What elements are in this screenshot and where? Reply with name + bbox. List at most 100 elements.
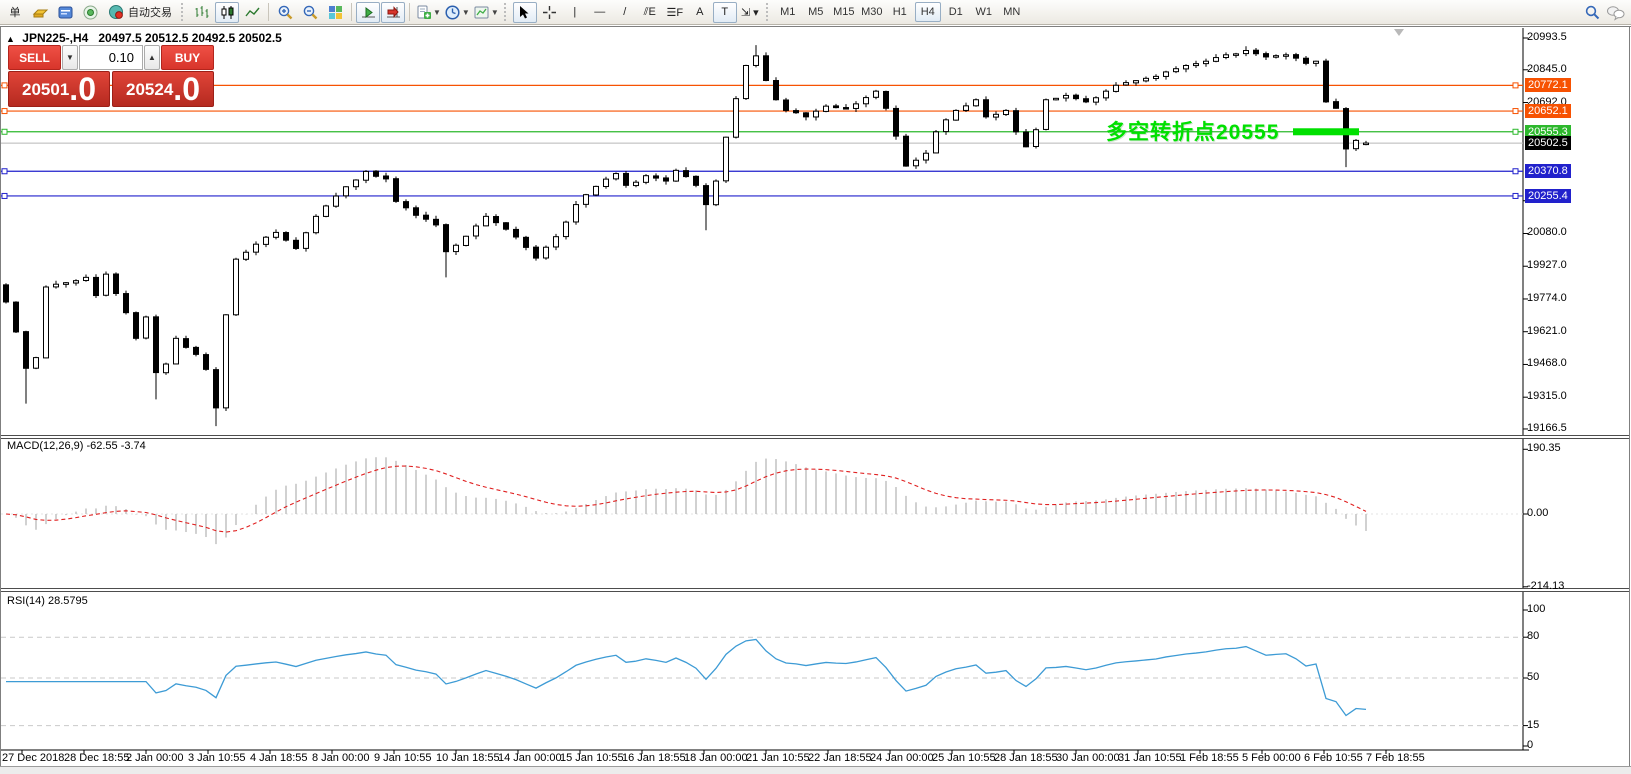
tile-windows-icon[interactable] [323,2,347,23]
buy-button[interactable]: BUY [161,45,214,70]
rsi-axis-tick: 0 [1527,739,1534,751]
fibonacci-tool-icon[interactable]: ☰F [666,6,684,19]
time-axis-label: 14 Jan 00:00 [498,752,562,764]
level-handle[interactable] [1,192,8,199]
crosshair-tool-icon[interactable] [538,2,562,23]
rsi-label: RSI(14) 28.5795 [7,595,88,607]
buy-price-button[interactable]: 20524 .0 [112,71,214,107]
vertical-line-tool-icon[interactable]: | [573,6,577,18]
arrows-tool-icon[interactable]: ⇲ ▾ [740,6,759,19]
time-axis-label: 24 Jan 00:00 [870,752,934,764]
status-strip [0,766,1631,774]
macd-axis-tick: -214.13 [1527,579,1565,592]
horizontal-line-tool-icon[interactable]: — [594,6,606,18]
level-price-label[interactable]: 20555.3 [1525,124,1571,139]
current-price-label: 20502.5 [1525,136,1571,151]
timeframe-h1-button[interactable]: H1 [892,6,907,18]
text-label-tool-icon[interactable]: T [712,1,737,23]
macd-axis-tick: 0.00 [1527,507,1549,519]
panel-splitter[interactable] [1,435,1629,439]
buy-price-main: 20524 [126,80,174,99]
time-axis-label: 8 Jan 00:00 [312,752,370,764]
level-handle[interactable] [1,108,8,115]
auto-scroll-icon[interactable] [356,1,380,23]
rsi-axis-tick: 15 [1527,718,1540,731]
level-handle[interactable] [1512,192,1519,199]
one-click-trade-panel: SELL ▼ 0.10 ▲ BUY 20501 .0 20524 .0 [8,45,214,107]
auto-trading-button[interactable]: 自动交易 [103,2,177,23]
chart-annotation-text[interactable]: 多空转折点20555 [1106,121,1280,144]
volume-input[interactable]: 0.10 [79,45,143,70]
bar-chart-icon[interactable] [190,2,214,23]
chart-canvas[interactable] [0,27,1631,774]
new-order-icon[interactable] [28,2,52,23]
chart-template-icon[interactable]: ▼ [472,2,500,23]
time-axis-label: 9 Jan 10:55 [374,752,432,764]
timeframe-m1-button[interactable]: M1 [780,6,796,18]
collapse-panel-icon[interactable]: ▲ [6,34,15,44]
level-price-label[interactable]: 20772.1 [1525,78,1571,93]
period-clock-icon[interactable]: ▼ [443,2,471,23]
equidistant-channel-tool-icon[interactable]: ⫽E [643,5,656,18]
chart-title: ▲ JPN225-,H4 20497.5 20512.5 20492.5 205… [6,31,282,45]
rsi-axis-tick: 100 [1527,603,1546,615]
time-axis-label: 22 Jan 18:55 [808,752,872,764]
highlight-level-bar[interactable] [1293,128,1359,136]
timeframe-h4-button[interactable]: H4 [914,2,941,22]
trendline-tool-icon[interactable]: / [623,6,627,18]
timeframe-m5-button[interactable]: M5 [808,6,824,18]
time-axis-label: 5 Feb 00:00 [1242,752,1301,764]
level-handle[interactable] [1512,168,1519,175]
timeframe-m15-button[interactable]: M15 [833,6,855,18]
text-tool-icon[interactable]: A [696,6,704,18]
time-axis-label: 21 Jan 10:55 [746,752,810,764]
timeframe-w1-button[interactable]: W1 [975,6,993,18]
shift-marker[interactable] [1394,29,1404,36]
price-axis-tick: 20993.5 [1527,31,1567,43]
timeframe-m30-button[interactable]: M30 [861,6,883,18]
candlestick-chart-icon[interactable] [215,1,239,23]
price-axis-tick: 20845.0 [1527,62,1567,75]
macd-signal-line [5,465,1367,533]
level-price-label[interactable]: 20370.8 [1525,164,1571,179]
timeframes-group: M1 M5 M15 M30 H1 H4 D1 W1 MN [775,2,1025,22]
time-axis-label: 4 Jan 18:55 [250,752,308,764]
sell-price-button[interactable]: 20501 .0 [8,71,110,107]
level-handle[interactable] [1,128,8,135]
zoom-in-icon[interactable] [273,2,297,23]
time-axis-label: 30 Jan 00:00 [1056,752,1120,764]
toolbar: 单 自动交易 [0,0,1631,25]
level-handle[interactable] [1,168,8,175]
volume-decrease-button[interactable]: ▼ [62,45,78,70]
time-axis-label: 1 Feb 18:55 [1180,752,1239,764]
level-handle[interactable] [1512,82,1519,89]
add-indicator-icon[interactable]: ▼ [414,2,442,23]
level-price-label[interactable]: 20652.1 [1525,104,1571,119]
search-icon[interactable] [1580,2,1604,23]
level-handle[interactable] [1512,128,1519,135]
rsi-axis-tick: 50 [1527,671,1540,683]
cursor-tool-icon[interactable] [512,1,537,23]
chat-icon[interactable] [1604,2,1628,23]
timeframe-mn-button[interactable]: MN [1003,6,1021,18]
line-chart-icon[interactable] [240,2,264,23]
navigator-icon[interactable] [78,2,102,23]
time-axis-label: 15 Jan 10:55 [560,752,624,764]
chevron-down-icon: ▼ [461,7,470,17]
chart-shift-icon[interactable] [381,1,405,23]
order-menu-label[interactable]: 单 [9,7,21,19]
price-axis-tick: 19621.0 [1527,324,1567,337]
timeframe-d1-button[interactable]: D1 [948,6,963,18]
panel-splitter[interactable] [1,588,1629,592]
price-axis-tick: 19468.0 [1527,357,1567,370]
volume-increase-button[interactable]: ▲ [144,45,160,70]
level-price-label[interactable]: 20255.4 [1525,188,1571,203]
level-handle[interactable] [1512,108,1519,115]
market-watch-icon[interactable] [53,2,77,23]
macd-label: MACD(12,26,9) -62.55 -3.74 [7,440,146,452]
chevron-down-icon: ▼ [433,7,441,17]
zoom-out-icon[interactable] [298,2,322,23]
sell-button[interactable]: SELL [8,45,61,70]
candlesticks [3,45,1369,427]
level-handle[interactable] [1,82,8,89]
